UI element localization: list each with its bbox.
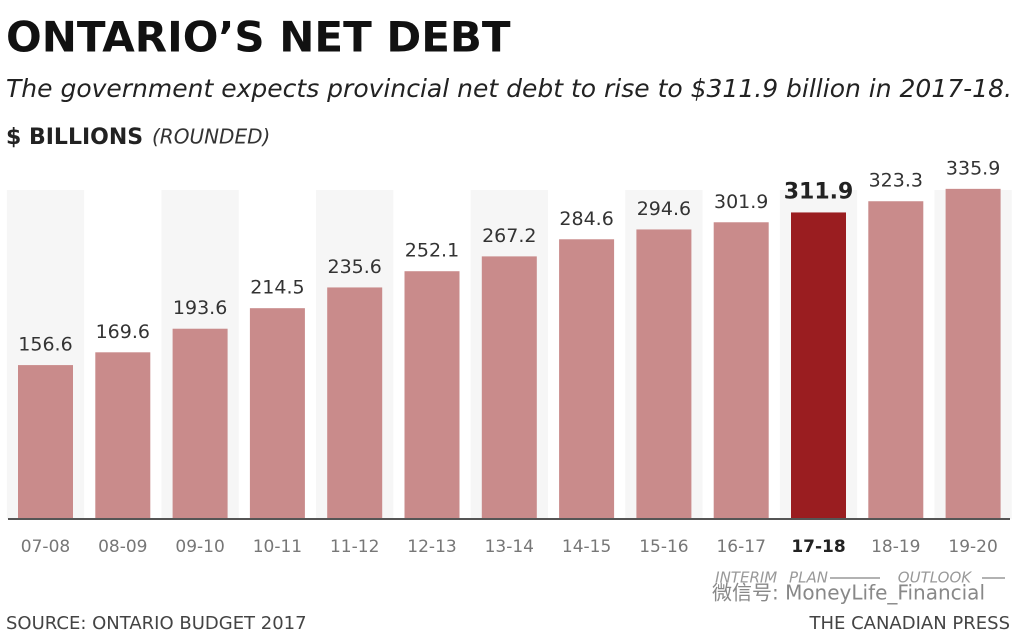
x-tick-label: 19-20 [948, 537, 997, 557]
x-tick-label: 10-11 [253, 537, 302, 557]
bar [172, 328, 228, 519]
x-tick-label: 12-13 [407, 537, 456, 557]
x-tick-label: 09-10 [175, 537, 224, 557]
bar [249, 308, 305, 519]
value-label: 235.6 [327, 256, 381, 278]
bar [327, 287, 383, 519]
x-tick-label: 07-08 [21, 537, 70, 557]
bar [481, 256, 537, 519]
y-axis-label: $ BILLIONS [6, 125, 143, 150]
credit: THE CANADIAN PRESS [808, 613, 1010, 634]
annotation: INTERIM [715, 569, 777, 587]
value-label: 294.6 [637, 198, 691, 220]
value-label: 193.6 [173, 297, 227, 319]
bar [18, 365, 73, 519]
x-tick-label: 11-12 [330, 537, 379, 557]
value-label: 335.9 [946, 157, 1000, 179]
source: SOURCE: ONTARIO BUDGET 2017 [6, 613, 307, 634]
x-tick-label: 18-19 [871, 537, 920, 557]
value-label: 323.3 [869, 170, 923, 192]
x-tick-label: 08-09 [98, 537, 147, 557]
bar [636, 229, 692, 519]
chart-subtitle: The government expects provincial net de… [6, 74, 1012, 103]
value-label: 252.1 [405, 240, 459, 262]
annotation: PLAN [789, 569, 828, 587]
y-axis-note: (ROUNDED) [152, 125, 270, 149]
x-tick-label: 15-16 [639, 537, 688, 557]
bar [559, 239, 615, 519]
watermark: 微信号: MoneyLife_Financial [712, 581, 985, 605]
bar [95, 352, 151, 519]
chart-title: ONTARIO’S NET DEBT [6, 13, 511, 62]
annotation: OUTLOOK [898, 569, 972, 587]
x-tick-label: 17-18 [791, 537, 845, 557]
value-label: 214.5 [250, 277, 304, 299]
bar [868, 201, 924, 519]
bar [713, 222, 769, 519]
value-label: 156.6 [18, 334, 72, 356]
value-label: 169.6 [96, 321, 150, 343]
value-label: 311.9 [784, 179, 854, 204]
bar [404, 271, 460, 519]
x-tick-label: 16-17 [716, 537, 765, 557]
value-label: 267.2 [482, 225, 536, 247]
x-tick-label: 14-15 [562, 537, 611, 557]
bar [945, 188, 1001, 520]
value-label: 284.6 [559, 208, 613, 230]
x-tick-label: 13-14 [485, 537, 534, 557]
bar [791, 212, 846, 520]
value-label: 301.9 [714, 191, 768, 213]
